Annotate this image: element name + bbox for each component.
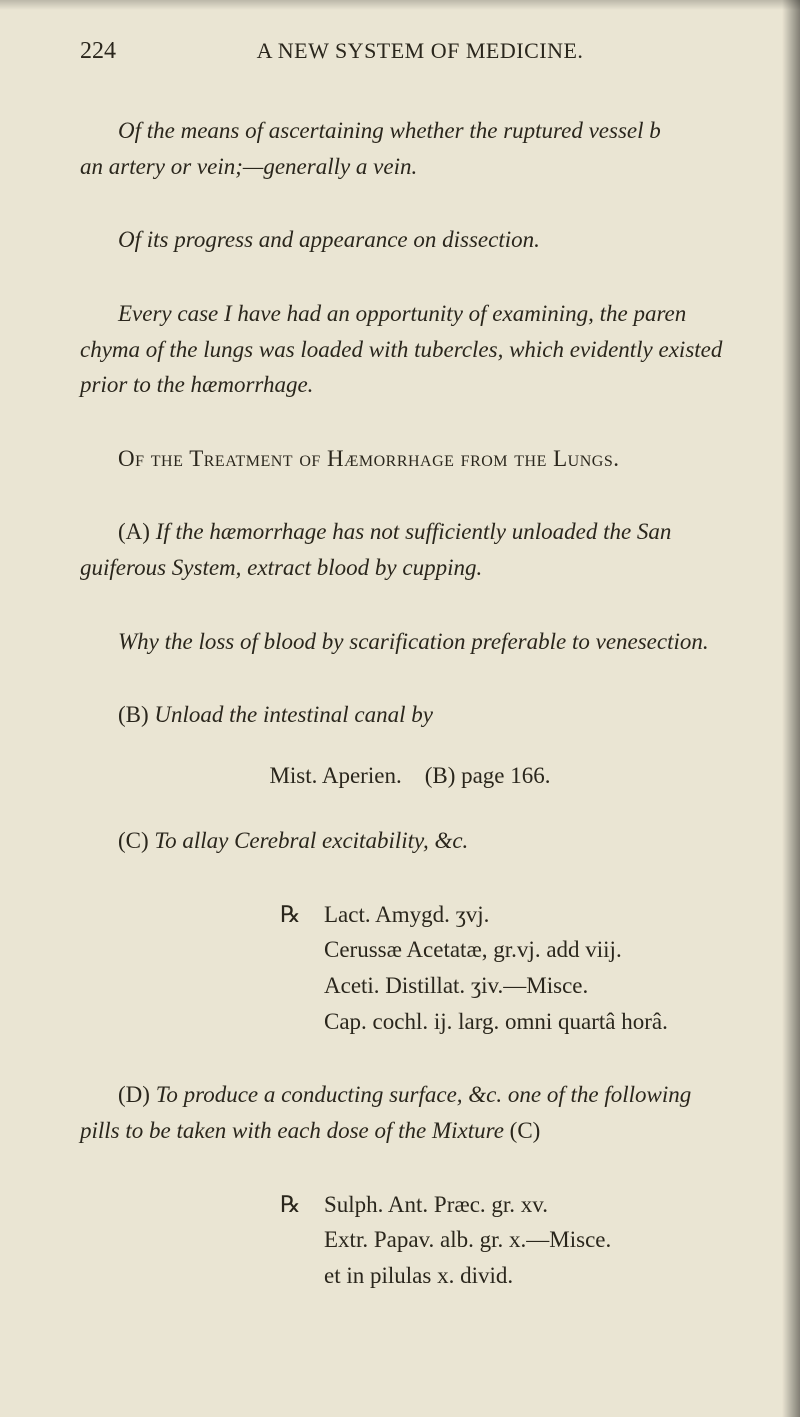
text: Why the loss of blood by scarification p… bbox=[118, 629, 709, 654]
page: 224 A NEW SYSTEM OF MEDICINE. Of the mea… bbox=[0, 0, 800, 1371]
para-means: Of the means of ascertaining whether the… bbox=[80, 113, 740, 184]
text: Of the means of ascertaining whether the… bbox=[118, 118, 661, 143]
rx-line: et in pilulas x. divid. bbox=[280, 1258, 740, 1294]
text: chyma of the lungs was loaded with tuber… bbox=[80, 337, 722, 362]
label-d: (D) bbox=[118, 1082, 156, 1107]
prescription-2: ℞Sulph. Ant. Præc. gr. xv. Extr. Papav. … bbox=[280, 1187, 740, 1294]
para-why: Why the loss of blood by scarification p… bbox=[80, 624, 740, 660]
para-c: (C) To allay Cerebral excitability, &c. bbox=[80, 823, 740, 859]
label-a: (A) bbox=[118, 519, 156, 544]
prescription-1: ℞Lact. Amygd. ʒvj. Cerussæ Acetatæ, gr.v… bbox=[280, 897, 740, 1040]
heading-of-the: Of the bbox=[118, 446, 189, 471]
text: et in pilulas x. divid. bbox=[324, 1263, 513, 1288]
text: If the hæmorrhage has not sufficiently u… bbox=[156, 519, 672, 544]
scan-shadow-top bbox=[0, 0, 800, 10]
para-every-case: Every case I have had an opportunity of … bbox=[80, 296, 740, 403]
para-progress: Of its progress and appearance on dissec… bbox=[80, 222, 740, 258]
text: Cap. cochl. ij. larg. omni quartâ horâ. bbox=[324, 1009, 668, 1034]
text: Aceti. Distillat. ʒiv.—Misce. bbox=[324, 973, 588, 998]
running-title: A NEW SYSTEM OF MEDICINE. bbox=[160, 38, 740, 64]
section-heading: Of the Treatment of Hæmorrhage from the … bbox=[80, 441, 740, 477]
para-d: (D) To produce a conducting surface, &c.… bbox=[80, 1077, 740, 1148]
rx-line: ℞Lact. Amygd. ʒvj. bbox=[280, 897, 740, 933]
text: Extr. Papav. alb. gr. x.—Misce. bbox=[324, 1227, 611, 1252]
text: Lact. Amygd. ʒvj. bbox=[324, 902, 489, 927]
rx-line: Extr. Papav. alb. gr. x.—Misce. bbox=[280, 1222, 740, 1258]
text: pills to be taken with each dose of the … bbox=[80, 1118, 510, 1143]
rx-symbol-icon: ℞ bbox=[280, 897, 324, 933]
text: To allay Cerebral excitability, &c. bbox=[154, 828, 468, 853]
para-a: (A) If the hæmorrhage has not sufficient… bbox=[80, 514, 740, 585]
text: an artery or vein;—generally a vein. bbox=[80, 154, 417, 179]
rx-line: Cerussæ Acetatæ, gr.vj. add viij. bbox=[280, 932, 740, 968]
label-b: (B) bbox=[118, 702, 154, 727]
text: Sulph. Ant. Præc. gr. xv. bbox=[324, 1192, 548, 1217]
label-c: (C) bbox=[118, 828, 154, 853]
rx-line: Cap. cochl. ij. larg. omni quartâ horâ. bbox=[280, 1004, 740, 1040]
rx-line: ℞Sulph. Ant. Præc. gr. xv. bbox=[280, 1187, 740, 1223]
text: Of its progress and appearance on dissec… bbox=[118, 227, 540, 252]
heading-treatment: Treatment of Hæmorrhage from the Lungs. bbox=[189, 446, 619, 471]
text: (C) bbox=[510, 1118, 541, 1143]
scan-shadow-right bbox=[782, 0, 800, 1417]
text: Every case I have had an opportunity of … bbox=[118, 301, 686, 326]
rx-symbol-icon: ℞ bbox=[280, 1187, 324, 1223]
page-header: 224 A NEW SYSTEM OF MEDICINE. bbox=[80, 38, 740, 65]
text: prior to the hæmorrhage. bbox=[80, 372, 313, 397]
text: guiferous System, extract blood by cuppi… bbox=[80, 555, 482, 580]
mist-aperien-line: Mist. Aperien. (B) page 166. bbox=[80, 763, 740, 789]
rx-line: Aceti. Distillat. ʒiv.—Misce. bbox=[280, 968, 740, 1004]
para-b: (B) Unload the intestinal canal by bbox=[80, 697, 740, 733]
text: To produce a conducting surface, &c. one… bbox=[156, 1082, 692, 1107]
text: Unload the intestinal canal by bbox=[154, 702, 433, 727]
text: Cerussæ Acetatæ, gr.vj. add viij. bbox=[324, 937, 622, 962]
page-number: 224 bbox=[80, 38, 160, 65]
text: Mist. Aperien. (B) page 166. bbox=[269, 763, 550, 788]
